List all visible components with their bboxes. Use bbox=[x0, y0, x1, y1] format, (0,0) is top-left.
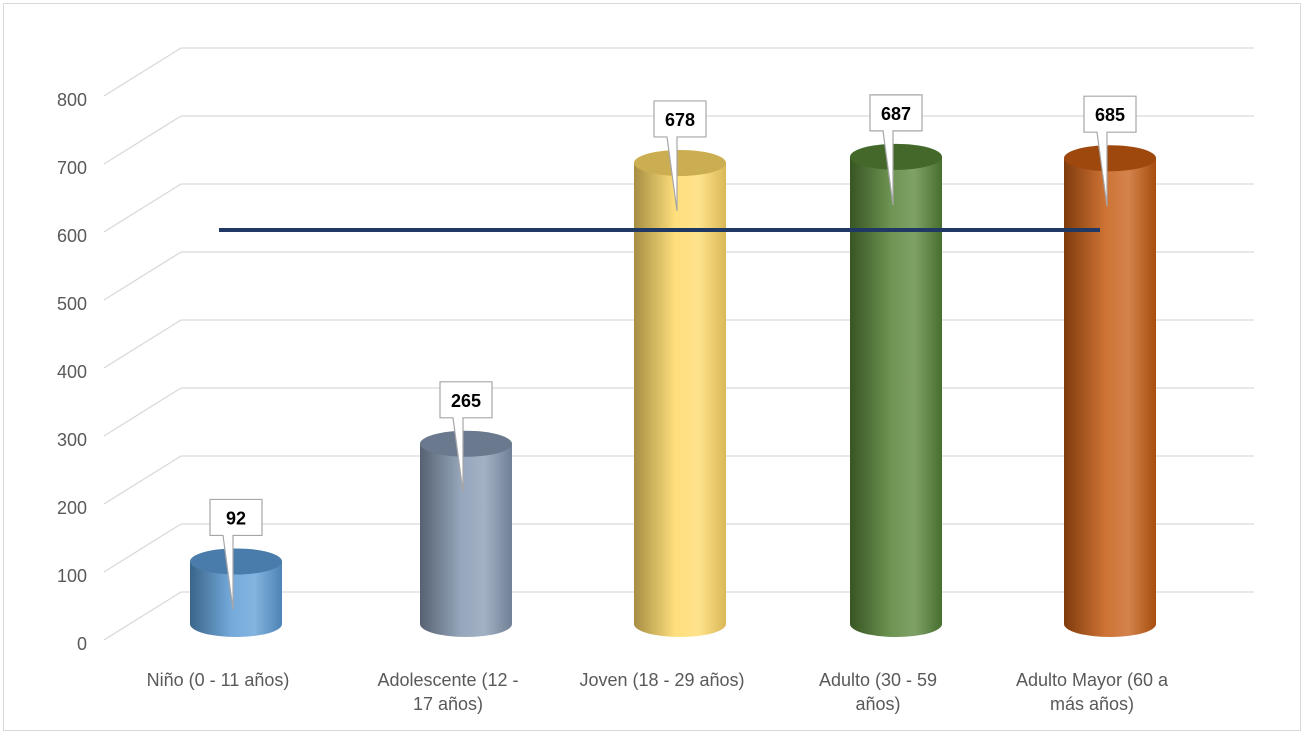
bar-4 bbox=[1064, 145, 1156, 637]
gridline-side bbox=[103, 115, 182, 165]
bar-body bbox=[850, 156, 942, 637]
category-label-3: Adulto (30 - 59 años) bbox=[819, 670, 937, 714]
data-label-text: 92 bbox=[226, 508, 246, 528]
category-label-line: Adolescente (12 - bbox=[377, 670, 518, 690]
data-label-box bbox=[653, 100, 707, 212]
chart-svg: 0 100 200 300 400 500 600 700 800 92 265 678 687 685… bbox=[57, 47, 1254, 714]
gridline-side bbox=[103, 319, 182, 369]
y-tick-label: 300 bbox=[57, 430, 87, 450]
gridline-side bbox=[103, 455, 182, 505]
gridline-side bbox=[103, 47, 182, 97]
bars bbox=[190, 143, 1156, 637]
data-label-box bbox=[439, 381, 493, 492]
y-tick-label: 800 bbox=[57, 90, 87, 110]
category-label-2: Joven (18 - 29 años) bbox=[579, 670, 744, 690]
bar-top bbox=[1064, 145, 1156, 172]
category-labels: Niño (0 - 11 años) Adolescente (12 - 17 añ… bbox=[147, 670, 1169, 714]
category-label-line: Joven (18 - 29 años) bbox=[579, 670, 744, 690]
category-label-line: Adulto (30 - 59 bbox=[819, 670, 937, 690]
gridline-side bbox=[103, 251, 182, 301]
data-label-4: 685 bbox=[1083, 95, 1137, 207]
category-label-line: años) bbox=[855, 694, 900, 714]
bar-body bbox=[1064, 158, 1156, 637]
chart-frame: 0 100 200 300 400 500 600 700 800 92 265 678 687 685… bbox=[3, 3, 1301, 731]
bar-body bbox=[190, 561, 282, 637]
category-label-line: Niño (0 - 11 años) bbox=[147, 670, 290, 690]
category-label-line: 17 años) bbox=[413, 694, 483, 714]
y-tick-label: 400 bbox=[57, 362, 87, 382]
data-label-1: 265 bbox=[439, 381, 493, 492]
category-label-line: más años) bbox=[1050, 694, 1134, 714]
y-tick-label: 0 bbox=[77, 634, 87, 654]
y-tick-label: 600 bbox=[57, 226, 87, 246]
y-tick-label: 100 bbox=[57, 566, 87, 586]
category-label-4: Adulto Mayor (60 a más años) bbox=[1016, 670, 1169, 714]
data-label-2: 678 bbox=[653, 100, 707, 212]
data-label-0: 92 bbox=[209, 498, 263, 610]
data-label-text: 685 bbox=[1095, 105, 1125, 125]
data-label-text: 687 bbox=[881, 104, 911, 124]
bar-body bbox=[420, 443, 512, 637]
category-label-1: Adolescente (12 - 17 años) bbox=[377, 670, 518, 714]
bar-3 bbox=[850, 143, 942, 637]
bar-top bbox=[420, 430, 512, 457]
category-label-0: Niño (0 - 11 años) bbox=[147, 670, 290, 690]
bar-body bbox=[634, 162, 726, 637]
bar-top bbox=[850, 143, 942, 170]
bar-top bbox=[190, 548, 282, 575]
data-label-text: 265 bbox=[451, 391, 481, 411]
bar-2 bbox=[634, 149, 726, 637]
data-label-box bbox=[1083, 95, 1137, 207]
category-label-line: Adulto Mayor (60 a bbox=[1016, 670, 1169, 690]
gridline-side bbox=[103, 523, 182, 573]
y-tick-label: 700 bbox=[57, 158, 87, 178]
y-axis-ticks: 0 100 200 300 400 500 600 700 800 bbox=[57, 90, 87, 654]
data-labels: 92 265 678 687 685 bbox=[209, 94, 1137, 610]
bar-top bbox=[634, 149, 726, 176]
data-label-box bbox=[869, 94, 923, 205]
y-tick-label: 500 bbox=[57, 294, 87, 314]
data-label-text: 678 bbox=[665, 110, 695, 130]
gridline-side bbox=[103, 591, 182, 641]
bar-1 bbox=[420, 430, 512, 637]
bar-0 bbox=[190, 548, 282, 637]
data-label-3: 687 bbox=[869, 94, 923, 205]
gridline-side bbox=[103, 183, 182, 233]
data-label-box bbox=[209, 498, 263, 610]
y-tick-label: 200 bbox=[57, 498, 87, 518]
gridline-side bbox=[103, 387, 182, 437]
